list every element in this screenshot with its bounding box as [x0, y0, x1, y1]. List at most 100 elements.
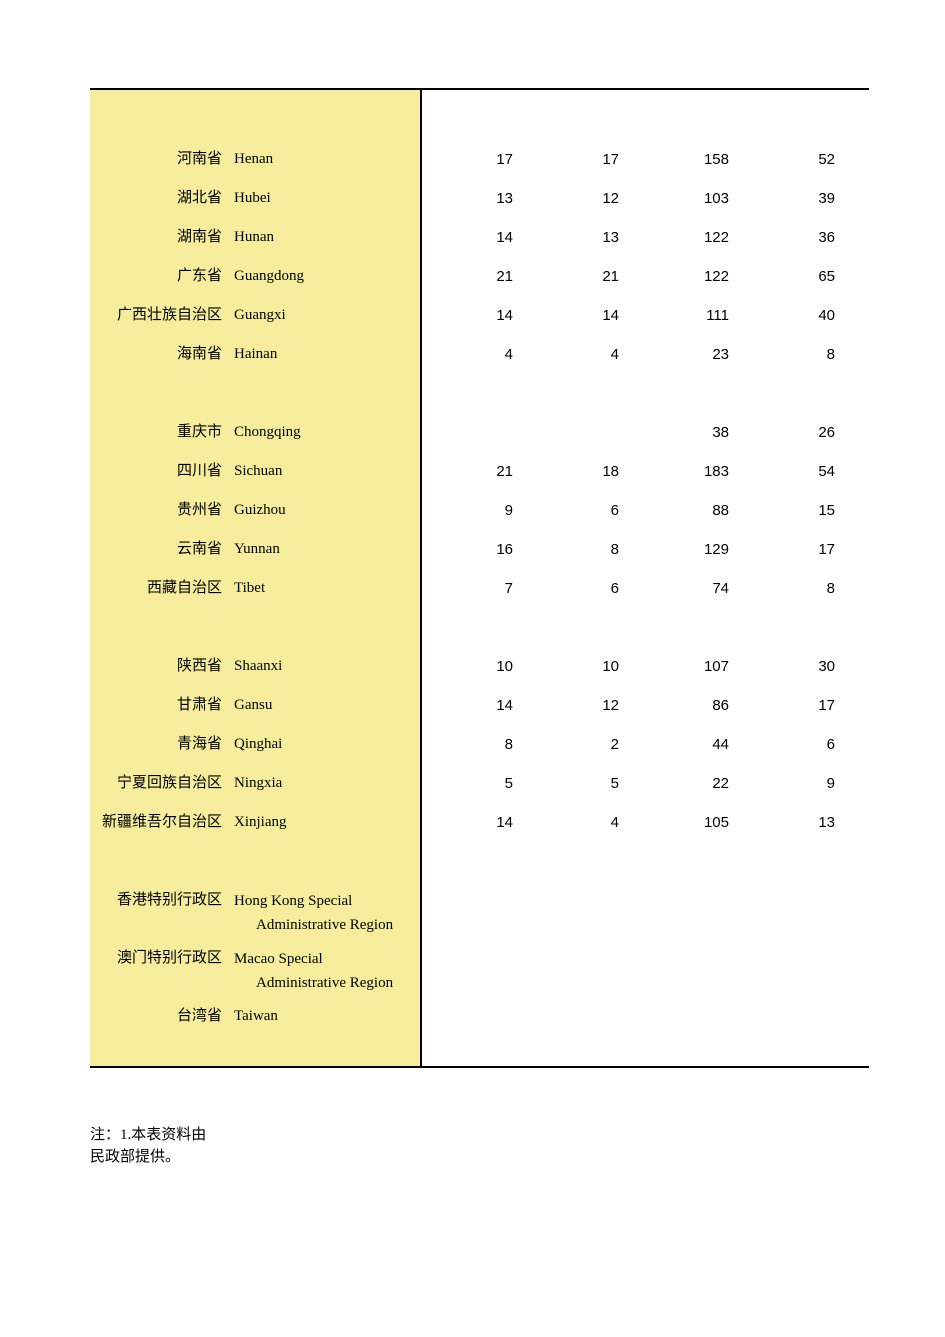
page-wrap: 河南省Henan171715852湖北省Hubei131210339湖南省Hun… [0, 0, 945, 1208]
value-col-4: 17 [729, 686, 835, 725]
value-col-3: 183 [619, 452, 729, 491]
region-name-en: Guizhou [230, 491, 415, 530]
region-name-en: Hubei [230, 179, 415, 218]
value-col-4: 30 [729, 647, 835, 686]
value-col-3: 107 [619, 647, 729, 686]
table-row: 宁夏回族自治区Ningxia55229 [90, 764, 869, 803]
value-col-1: 5 [415, 764, 513, 803]
value-col-1: 13 [415, 179, 513, 218]
value-col-3: 122 [619, 257, 729, 296]
value-col-3: 74 [619, 569, 729, 608]
table-row: 海南省Hainan44238 [90, 335, 869, 374]
value-col-1: 21 [415, 452, 513, 491]
value-col-4: 36 [729, 218, 835, 257]
value-col-2: 12 [513, 686, 619, 725]
region-name-en: Hainan [230, 335, 415, 374]
value-col-2: 2 [513, 725, 619, 764]
value-col-4: 40 [729, 296, 835, 335]
value-col-2: 8 [513, 530, 619, 569]
region-name-cn: 湖北省 [90, 179, 230, 218]
table-row: 青海省Qinghai82446 [90, 725, 869, 764]
value-col-4: 54 [729, 452, 835, 491]
region-name-en: Hunan [230, 218, 415, 257]
value-col-2: 14 [513, 296, 619, 335]
region-name-cn: 海南省 [90, 335, 230, 374]
value-col-1: 8 [415, 725, 513, 764]
region-name-cn: 四川省 [90, 452, 230, 491]
region-name-en: Sichuan [230, 452, 415, 491]
region-name-cn: 广西壮族自治区 [90, 296, 230, 335]
value-col-2: 4 [513, 803, 619, 842]
region-name-en: Guangdong [230, 257, 415, 296]
region-name-en: Macao SpecialAdministrative Region [230, 939, 415, 995]
table-row: 新疆维吾尔自治区Xinjiang14410513 [90, 803, 869, 842]
table-area: 河南省Henan171715852湖北省Hubei131210339湖南省Hun… [90, 88, 869, 1068]
table-row: 湖北省Hubei131210339 [90, 179, 869, 218]
value-col-1: 7 [415, 569, 513, 608]
value-col-2: 6 [513, 491, 619, 530]
region-name-cn: 甘肃省 [90, 686, 230, 725]
region-name-cn: 宁夏回族自治区 [90, 764, 230, 803]
value-col-3: 103 [619, 179, 729, 218]
value-col-4: 39 [729, 179, 835, 218]
region-name-cn: 香港特别行政区 [90, 881, 230, 920]
region-name-cn: 陕西省 [90, 647, 230, 686]
table-row: 四川省Sichuan211818354 [90, 452, 869, 491]
value-col-3: 38 [619, 413, 729, 452]
region-name-en-line2: Administrative Region [234, 971, 415, 995]
value-col-3: 111 [619, 296, 729, 335]
footnote-line1: 注：1.本表资料由 [90, 1127, 206, 1143]
table-row: 广西壮族自治区Guangxi141411140 [90, 296, 869, 335]
value-col-3: 86 [619, 686, 729, 725]
value-col-4: 26 [729, 413, 835, 452]
value-col-3: 158 [619, 140, 729, 179]
footnote-line2: 民政部提供。 [90, 1149, 180, 1165]
value-col-2: 6 [513, 569, 619, 608]
region-name-cn: 云南省 [90, 530, 230, 569]
value-col-4: 13 [729, 803, 835, 842]
region-name-cn: 广东省 [90, 257, 230, 296]
value-col-1: 14 [415, 218, 513, 257]
region-name-cn: 台湾省 [90, 997, 230, 1036]
value-col-1: 4 [415, 335, 513, 374]
group-spacer [90, 608, 869, 647]
region-name-en: Taiwan [230, 997, 415, 1036]
value-col-3: 44 [619, 725, 729, 764]
region-name-cn: 澳门特别行政区 [90, 939, 230, 978]
value-col-2: 17 [513, 140, 619, 179]
value-col-1: 21 [415, 257, 513, 296]
region-name-cn: 西藏自治区 [90, 569, 230, 608]
group-spacer [90, 374, 869, 413]
value-col-3: 129 [619, 530, 729, 569]
value-col-1: 14 [415, 803, 513, 842]
table-row: 广东省Guangdong212112265 [90, 257, 869, 296]
value-col-4: 6 [729, 725, 835, 764]
table-row: 重庆市Chongqing3826 [90, 413, 869, 452]
value-col-2: 21 [513, 257, 619, 296]
region-name-en: Ningxia [230, 764, 415, 803]
value-col-4: 15 [729, 491, 835, 530]
table-row: 甘肃省Gansu14128617 [90, 686, 869, 725]
value-col-2: 13 [513, 218, 619, 257]
region-name-en-line2: Administrative Region [234, 913, 415, 937]
value-col-4: 65 [729, 257, 835, 296]
region-name-en: Gansu [230, 686, 415, 725]
group-spacer [90, 842, 869, 881]
table-rows-container: 河南省Henan171715852湖北省Hubei131210339湖南省Hun… [90, 90, 869, 1066]
table-row: 湖南省Hunan141312236 [90, 218, 869, 257]
region-name-cn: 新疆维吾尔自治区 [90, 803, 230, 842]
value-col-1: 10 [415, 647, 513, 686]
region-name-en: Qinghai [230, 725, 415, 764]
value-col-1: 17 [415, 140, 513, 179]
table-row: 河南省Henan171715852 [90, 140, 869, 179]
value-col-4: 17 [729, 530, 835, 569]
table-row: 澳门特别行政区Macao SpecialAdministrative Regio… [90, 939, 869, 997]
region-name-en: Tibet [230, 569, 415, 608]
value-col-4: 8 [729, 569, 835, 608]
region-name-cn: 重庆市 [90, 413, 230, 452]
value-col-4: 9 [729, 764, 835, 803]
region-name-en: Yunnan [230, 530, 415, 569]
footnote: 注：1.本表资料由 民政部提供。 [90, 1124, 230, 1168]
value-col-3: 122 [619, 218, 729, 257]
value-col-2: 10 [513, 647, 619, 686]
